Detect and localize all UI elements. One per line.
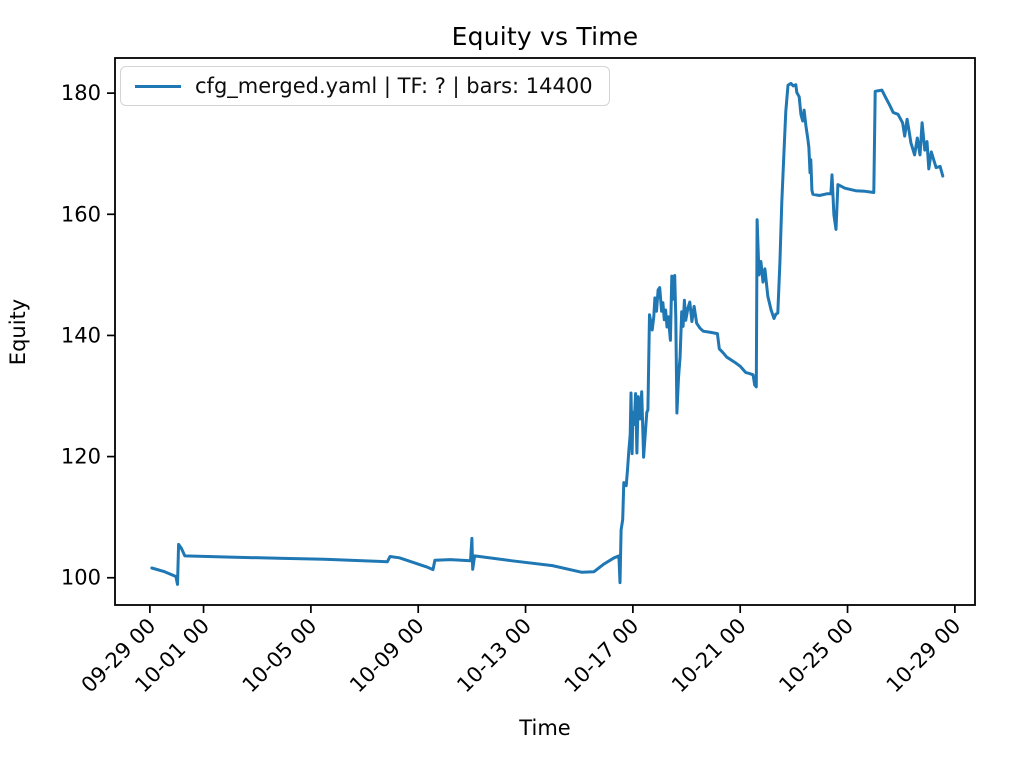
y-axis-label: Equity — [6, 298, 30, 366]
chart-title: Equity vs Time — [451, 22, 639, 51]
axes-spines — [114, 57, 976, 606]
x-axis-label: Time — [519, 716, 571, 740]
x-tick-label: 10-17 00 — [560, 614, 644, 698]
legend-line-sample-icon — [135, 84, 181, 88]
y-tick-label: 160 — [61, 202, 101, 226]
y-tick-label: 120 — [61, 445, 101, 469]
x-tick-label: 10-05 00 — [238, 614, 322, 698]
x-tick-label: 10-21 00 — [667, 614, 751, 698]
y-tick-label: 100 — [61, 566, 101, 590]
x-tick-label: 10-09 00 — [345, 614, 429, 698]
y-tick-label: 180 — [61, 81, 101, 105]
x-tick-label: 10-13 00 — [452, 614, 536, 698]
equity-line-series — [150, 81, 945, 586]
legend-series-label: cfg_merged.yaml | TF: ? | bars: 14400 — [195, 74, 593, 98]
x-tick-label: 10-25 00 — [774, 614, 858, 698]
x-tick-label: 10-29 00 — [882, 614, 966, 698]
legend-box: cfg_merged.yaml | TF: ? | bars: 14400 — [120, 66, 610, 106]
y-tick-label: 140 — [61, 323, 101, 347]
